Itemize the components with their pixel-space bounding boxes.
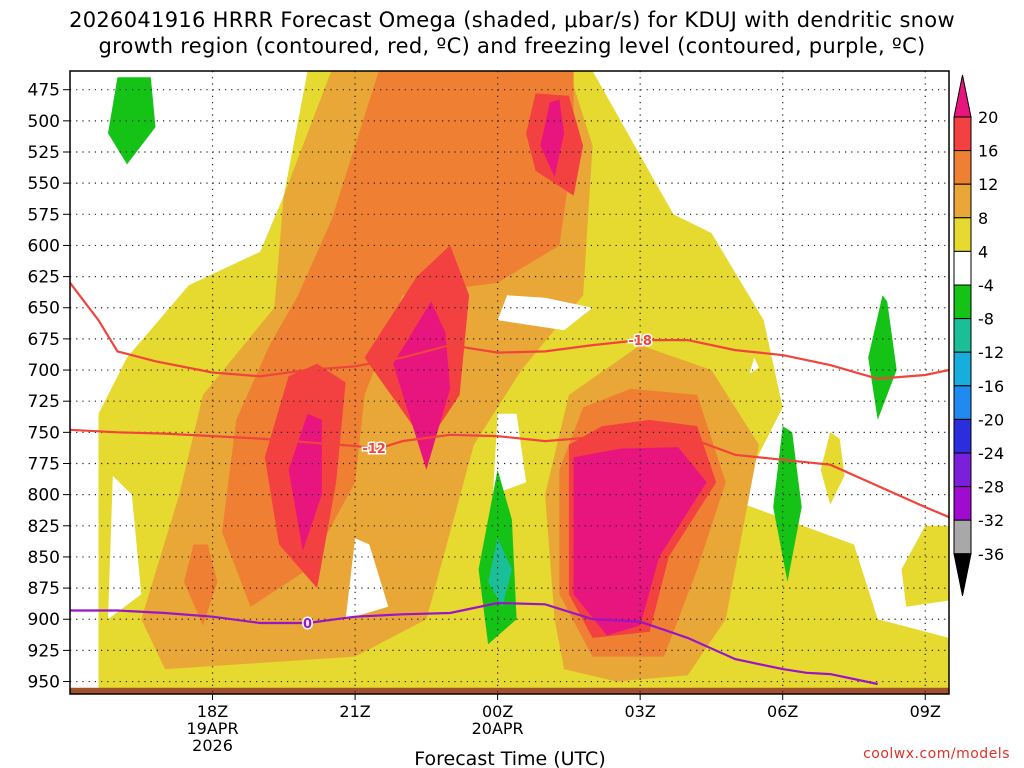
x-tick-date: 19APR	[187, 719, 239, 738]
y-tick-label: 700	[28, 361, 60, 381]
colorbar-label: 20	[978, 108, 998, 127]
omega-region	[820, 432, 845, 505]
contour-line	[70, 428, 949, 519]
colorbar-segment	[953, 418, 972, 454]
contour-label: -12	[362, 442, 386, 457]
chart-title-line-1: 2026041916 HRRR Forecast Omega (shaded, …	[69, 8, 955, 32]
colorbar-segment	[953, 217, 972, 252]
x-tick-label: 06Z	[767, 702, 798, 721]
omega-region	[108, 475, 142, 620]
y-tick-label: 575	[28, 205, 60, 225]
x-tick-label: 21Z	[339, 702, 370, 721]
y-tick-label: 500	[28, 112, 60, 132]
x-tick-label: 18Z	[197, 702, 228, 721]
omega-region	[540, 99, 565, 177]
colorbar-label: -36	[978, 545, 1004, 564]
grid-lines	[70, 71, 949, 694]
colorbar-label: -16	[978, 377, 1004, 396]
x-tick-label: 09Z	[910, 702, 941, 721]
contour-label: -18	[628, 334, 652, 349]
colorbar-segment	[953, 486, 972, 521]
colorbar-segment	[953, 284, 972, 320]
colorbar-label: 8	[978, 209, 988, 228]
colorbar: 20 16 12 8 4 -4 -8 -12 -16 -20 -24 -28 -32 -36	[953, 74, 1004, 596]
colorbar-top-arrow	[953, 74, 972, 118]
colorbar-segment	[953, 116, 972, 152]
y-tick-label: 550	[28, 174, 60, 194]
x-tick-year: 2026	[192, 736, 233, 755]
y-tick-label: 625	[28, 268, 60, 288]
y-tick-label: 725	[28, 392, 60, 412]
x-axis-label: Forecast Time (UTC)	[414, 748, 605, 768]
chart-title-line-2: growth region (contoured, red, ºC) and f…	[98, 34, 926, 58]
y-tick-label: 475	[28, 81, 60, 101]
omega-region	[488, 538, 512, 607]
contour-line	[70, 601, 878, 686]
colorbar-label: -8	[978, 310, 994, 329]
omega-region	[108, 77, 156, 165]
x-tick-label: 00Z	[482, 702, 513, 721]
omega-shading	[70, 71, 949, 694]
colorbar-label: 12	[978, 175, 998, 194]
y-tick-label: 850	[28, 548, 60, 568]
colorbar-bottom-arrow	[953, 553, 972, 596]
omega-region	[492, 413, 527, 495]
x-tick-date: 20APR	[472, 719, 524, 738]
omega-region	[749, 357, 759, 374]
contour-label: 0	[303, 617, 312, 632]
plot-frame	[69, 70, 950, 695]
colorbar-label: 16	[978, 142, 998, 161]
ground-strip	[70, 687, 949, 694]
y-tick-label: 800	[28, 486, 60, 506]
contour-line	[70, 282, 949, 380]
omega-region	[573, 447, 707, 636]
temperature-contours: -18 -12 0	[70, 282, 949, 686]
colorbar-segment	[953, 452, 972, 488]
y-tick-label: 825	[28, 517, 60, 537]
colorbar-segment	[953, 519, 972, 555]
omega-region	[868, 295, 897, 420]
y-tick-label: 650	[28, 299, 60, 319]
credit-text: coolwx.com/models	[863, 746, 1010, 762]
y-tick-label: 775	[28, 454, 60, 474]
colorbar-label: -28	[978, 478, 1004, 497]
y-tick-label: 900	[28, 610, 60, 630]
colorbar-label: -24	[978, 444, 1004, 463]
y-tick-label: 675	[28, 330, 60, 350]
colorbar-segment	[953, 150, 972, 185]
colorbar-label: -4	[978, 276, 994, 295]
colorbar-label: -32	[978, 511, 1004, 530]
y-tick-label: 600	[28, 236, 60, 256]
colorbar-segment	[953, 250, 972, 286]
y-tick-label: 925	[28, 641, 60, 661]
colorbar-segment	[953, 318, 972, 353]
y-tick-label: 875	[28, 579, 60, 599]
omega-region	[901, 525, 949, 607]
omega-region	[184, 544, 218, 626]
colorbar-segment	[953, 351, 972, 387]
y-tick-label: 750	[28, 423, 60, 443]
colorbar-label: 4	[978, 242, 988, 261]
omega-region	[345, 538, 389, 620]
colorbar-label: -12	[978, 343, 1004, 362]
omega-region	[393, 301, 451, 470]
colorbar-segment	[953, 385, 972, 420]
y-axis: 475 500 525 550 575 600 625 650 675 700 725 750 775 8…	[28, 81, 70, 693]
omega-region	[288, 413, 322, 551]
y-tick-label: 525	[28, 143, 60, 163]
colorbar-segment	[953, 183, 972, 219]
colorbar-label: -20	[978, 410, 1004, 429]
y-tick-label: 950	[28, 673, 60, 693]
omega-region	[773, 426, 802, 582]
omega-region	[497, 295, 593, 331]
x-tick-label: 03Z	[624, 702, 655, 721]
